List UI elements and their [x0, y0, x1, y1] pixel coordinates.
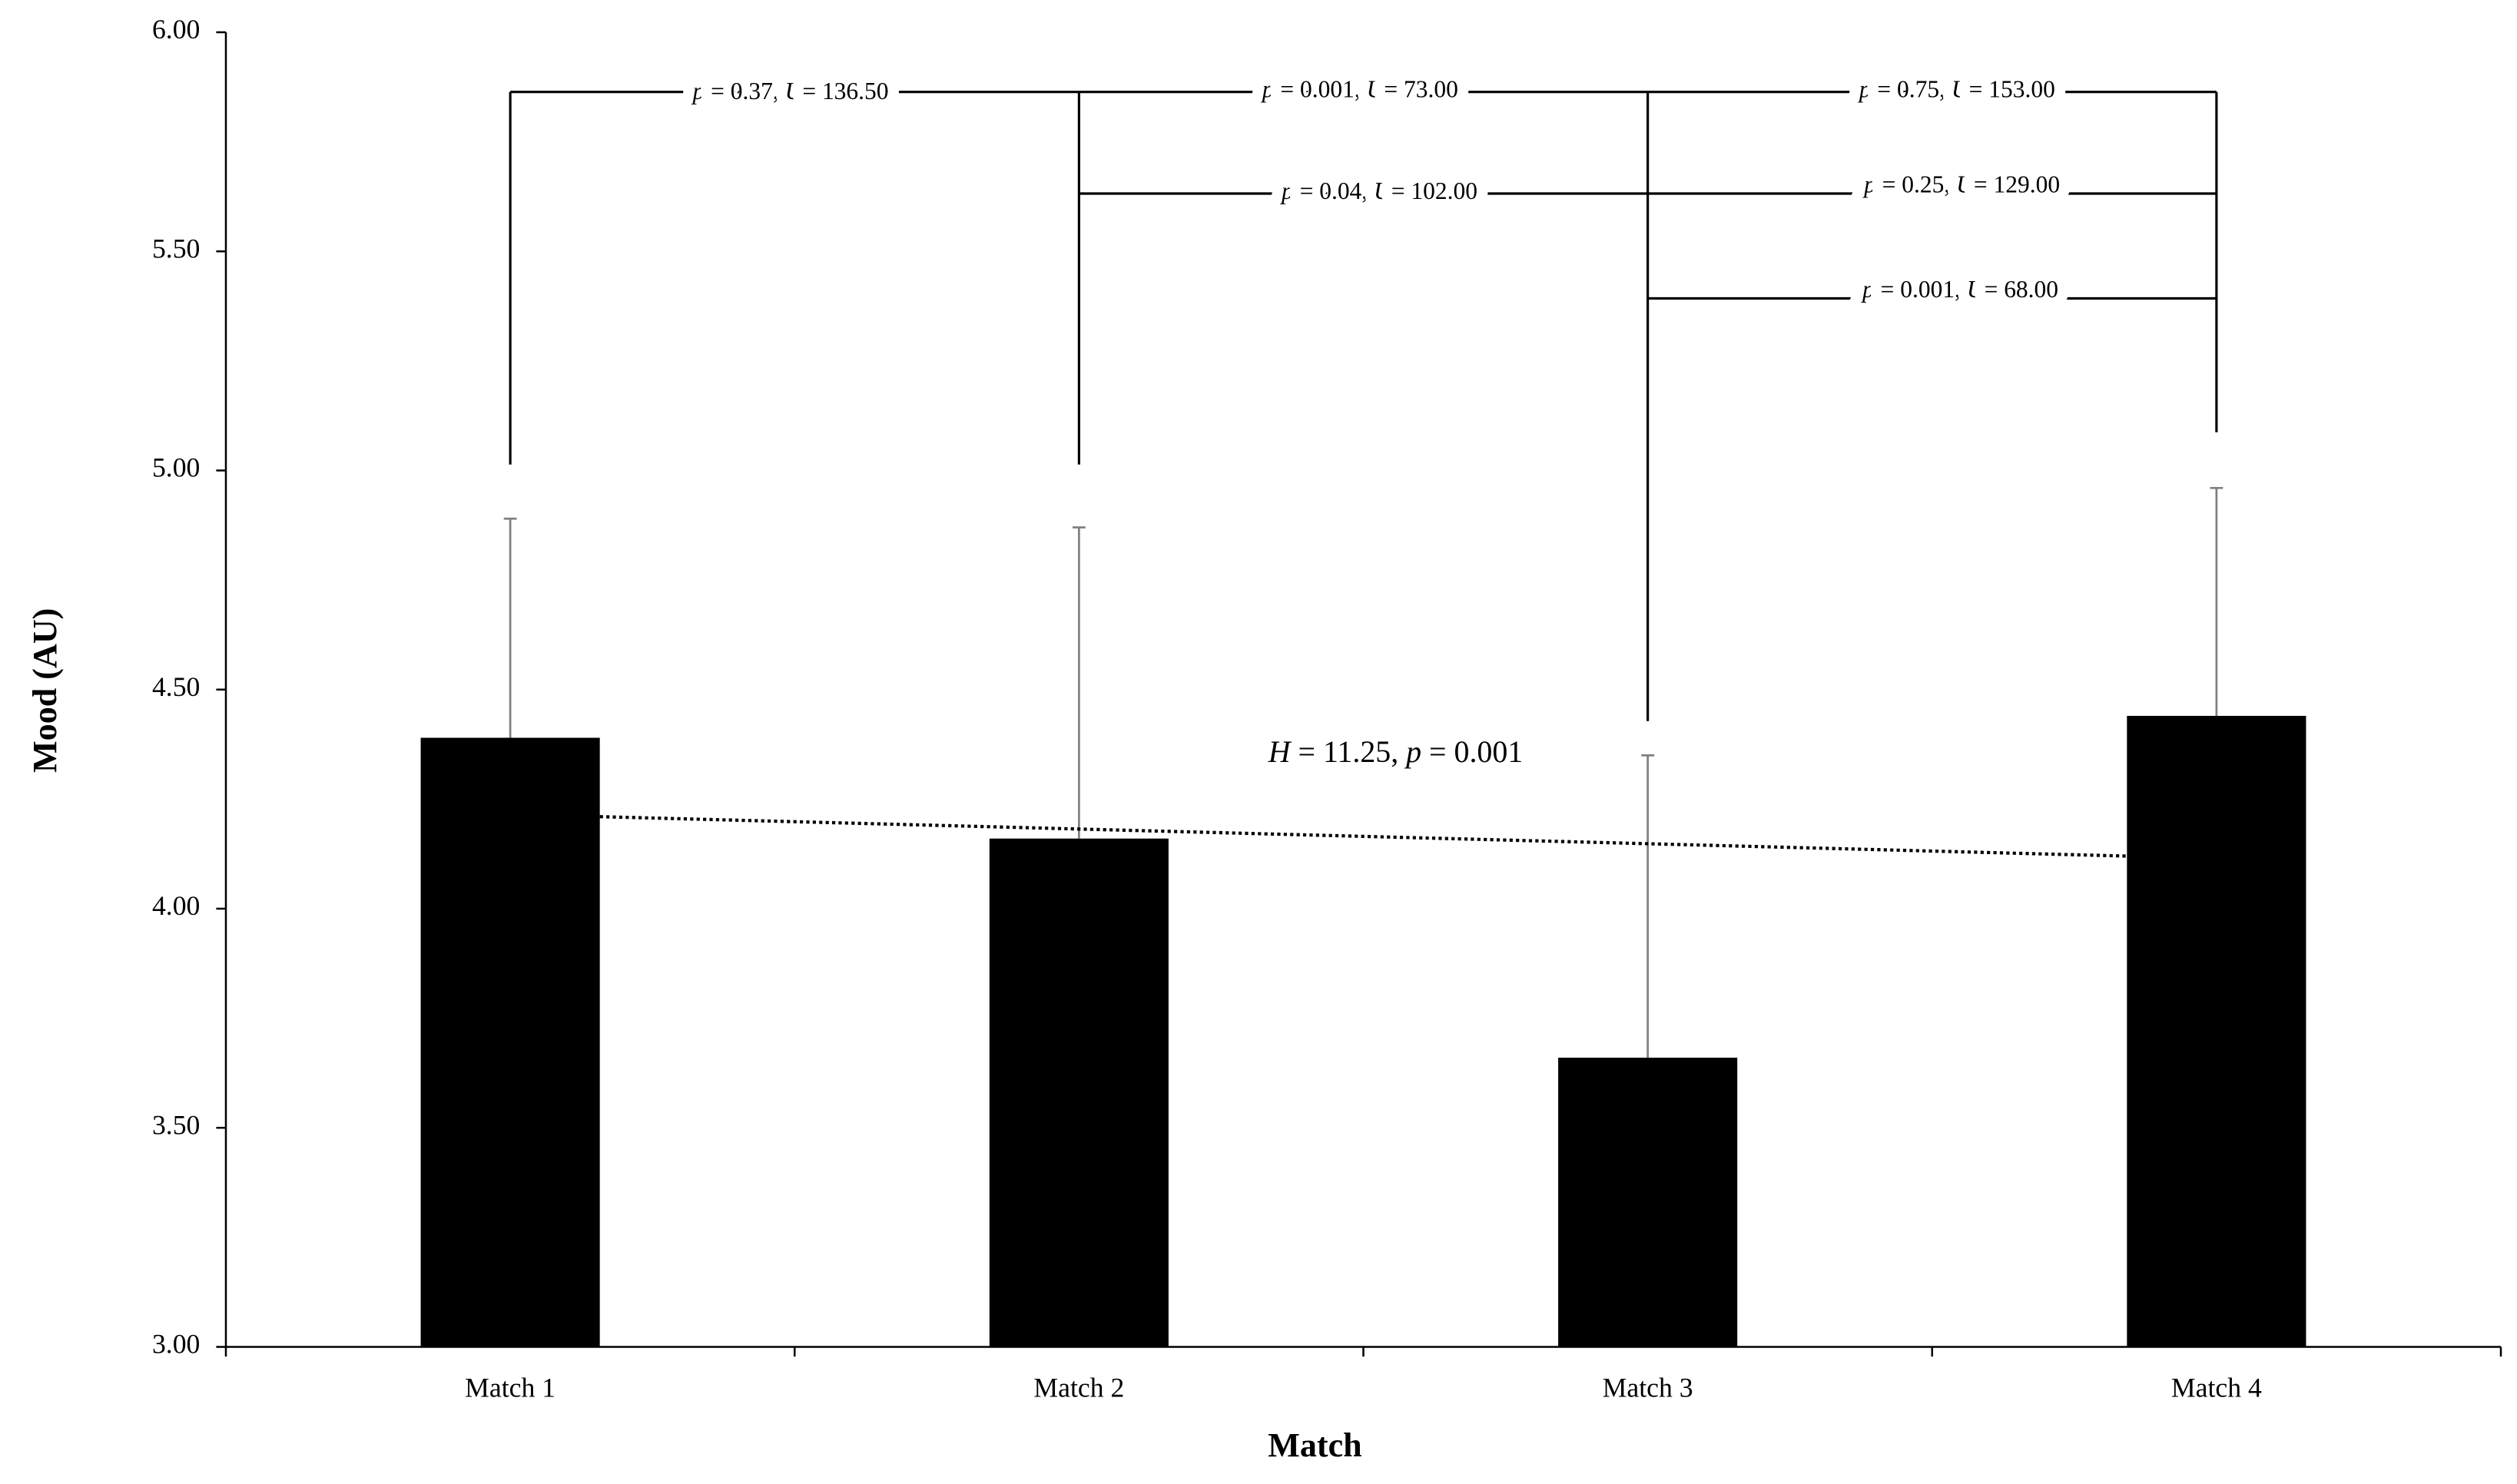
y-tick-label: 3.00 [152, 1329, 200, 1360]
bracket-label-part: U [1956, 171, 1975, 198]
bracket-label-part: p [1858, 76, 1872, 103]
bracket-label: p = 0.04, U= 102.00 [1280, 177, 1477, 204]
bracket-label-part: p [691, 78, 705, 104]
test-label-part: = 11.25, [1291, 734, 1407, 769]
trendline [599, 815, 2127, 858]
test-label-part: H [1268, 734, 1292, 769]
bracket-label-part: = 0.75, [1872, 76, 1952, 103]
bracket-label-part: U [1367, 76, 1386, 103]
bar [420, 737, 600, 1347]
x-tick-label: Match 4 [2171, 1372, 2262, 1403]
bracket-label-part: = 73.00 [1384, 76, 1457, 103]
bracket-label-part: p [1861, 276, 1875, 303]
bracket-label-part: U [1967, 276, 1986, 303]
bracket-label-part: p [1261, 76, 1275, 103]
bracket-label-part: = 153.00 [1969, 76, 2055, 103]
bracket-label-part: = 68.00 [1985, 276, 2058, 303]
bracket-label-part: p [1280, 177, 1294, 204]
y-tick-label: 5.00 [152, 452, 200, 483]
y-tick-label: 6.00 [152, 14, 200, 45]
bracket-label-part: p [1862, 171, 1876, 198]
bracket-label-part: = 0.25, [1876, 171, 1956, 198]
bracket-label: p = 0.25, U= 129.00 [1862, 171, 2060, 198]
x-axis-title: Match [1268, 1426, 1361, 1464]
bracket-label: p = 0.75, U= 153.00 [1858, 76, 2055, 103]
bracket-label: p = 0.001, U= 68.00 [1861, 276, 2058, 303]
bracket-label-part: = 0.001, [1275, 76, 1367, 103]
y-tick-label: 4.00 [152, 890, 200, 921]
test-label: H = 11.25, p = 0.001 [1268, 734, 1524, 769]
bracket-label-part: = 129.00 [1974, 171, 2060, 198]
bracket-label-part: = 102.00 [1391, 177, 1477, 204]
y-tick-label: 3.50 [152, 1109, 200, 1140]
bar [1558, 1057, 1738, 1347]
bracket-label-part: = 0.37, [705, 78, 784, 104]
bracket-label-part: = 0.04, [1294, 177, 1374, 204]
bracket-label-part: U [785, 78, 804, 104]
bracket-label-part: = 136.50 [802, 78, 888, 104]
x-tick-label: Match 3 [1603, 1372, 1693, 1403]
bracket-label-part: = 0.001, [1875, 276, 1967, 303]
y-tick-label: 4.50 [152, 671, 200, 702]
bracket-label-part: U [1952, 76, 1971, 103]
test-label-part: = 0.001 [1421, 734, 1523, 769]
y-axis-title: Mood (AU) [26, 608, 64, 773]
bracket-label-part: U [1374, 177, 1393, 204]
bracket-label: p = 0.37, U= 136.50 [691, 78, 888, 104]
bar [2127, 715, 2306, 1347]
y-tick-label: 5.50 [152, 233, 200, 263]
x-tick-label: Match 2 [1033, 1372, 1124, 1403]
x-tick-label: Match 1 [465, 1372, 555, 1403]
test-label-part: p [1404, 734, 1421, 769]
bar [989, 838, 1169, 1347]
bracket-label: p = 0.001, U= 73.00 [1261, 76, 1458, 103]
